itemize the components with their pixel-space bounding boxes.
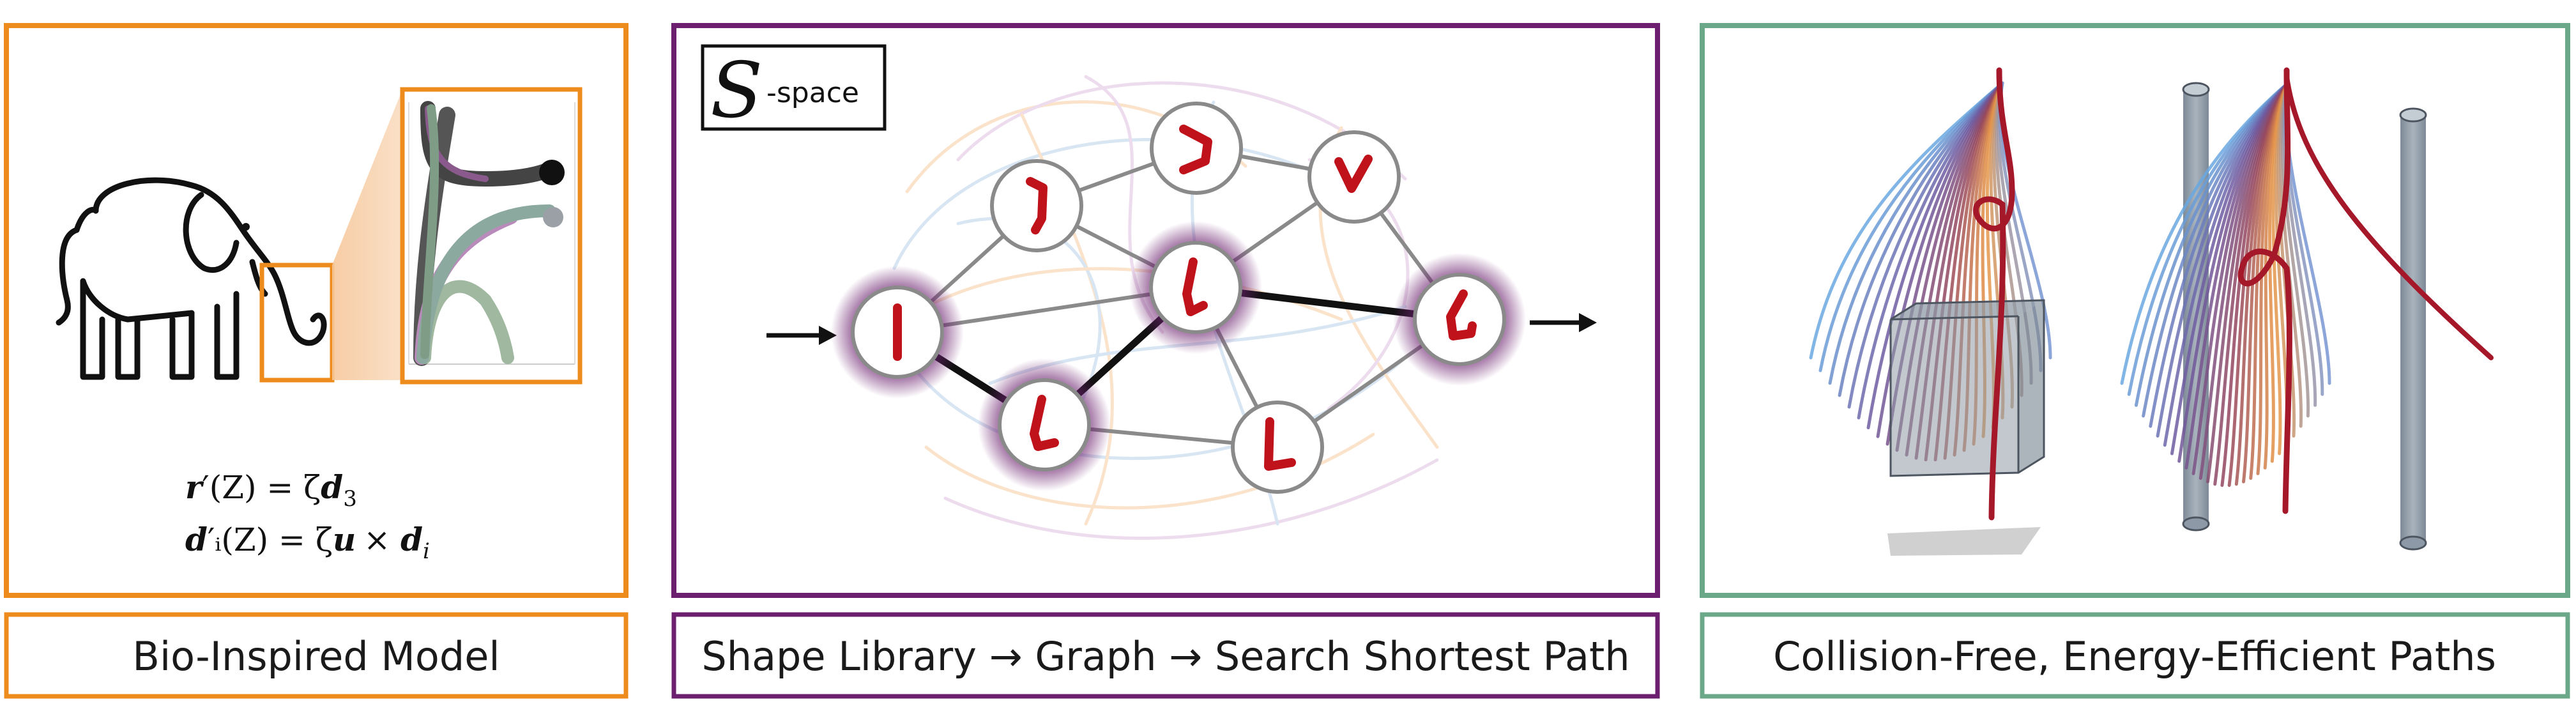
node-shape-glyph [1446, 289, 1477, 340]
caption-paths: Collision-Free, Energy-Efficient Paths [1773, 633, 2496, 680]
caption-graph: Shape Library → Graph → Search Shortest … [701, 633, 1629, 680]
panel-paths-frame [1700, 23, 2570, 598]
scene-box-obstacle [1809, 67, 2052, 556]
node-shape-glyph [1179, 125, 1212, 174]
optimal-path-right [2237, 67, 2292, 514]
panel-graph: S -space Shape Library → Graph → Search … [671, 23, 1660, 699]
equation-2: d′ᵢ(Z) = ζu × di [185, 521, 430, 564]
trajectory-fan-right [2120, 81, 2331, 487]
optimal-path-right-2 [2284, 74, 2494, 360]
caption-bio-frame [4, 612, 629, 699]
box-obstacle [1889, 299, 2045, 477]
caption-graph-frame [671, 612, 1660, 699]
panel-graph-frame [671, 23, 1660, 598]
graph-node-circle [1149, 241, 1242, 334]
graph-node-circle [1150, 102, 1243, 195]
graph-node-n5 [1149, 241, 1242, 334]
node-shape-glyph [1182, 257, 1208, 316]
optimal-path-left [1973, 67, 2015, 521]
graph-node-circle [1413, 273, 1506, 366]
trunk-plot-inset [400, 87, 583, 385]
graph-input-arrow [766, 326, 837, 345]
equation-1: r′(Z) = ζd3 [185, 468, 357, 512]
node-shape-glyph [1334, 155, 1373, 193]
graph-node-n8 [1231, 401, 1324, 494]
graph-node-n7 [998, 378, 1091, 471]
caption-paths-frame [1700, 612, 2570, 699]
zoom-cone [332, 89, 402, 380]
svg-text:S: S [710, 47, 763, 135]
pillar-right [2399, 107, 2427, 551]
graph-node-circle [990, 159, 1083, 252]
elephant-icon [56, 177, 327, 380]
graph-node-circle [998, 378, 1091, 471]
graph-output-arrow [1530, 313, 1597, 332]
panel-paths: Collision-Free, Energy-Efficient Paths [1700, 23, 2570, 699]
caption-bio: Bio-Inspired Model [132, 633, 499, 680]
node-shape-glyph [1026, 177, 1048, 234]
scene-pillar-obstacles [2120, 67, 2494, 551]
graph-node-n2 [990, 159, 1083, 252]
graph-node-circle [1231, 401, 1324, 494]
panel-bio-frame [4, 23, 629, 598]
graph-node-n1 [851, 286, 944, 379]
graph-node-n4 [1307, 130, 1401, 224]
node-shape-glyph [1264, 417, 1296, 471]
graph-node-n6 [1413, 273, 1506, 366]
svg-text:-space: -space [766, 77, 859, 109]
node-shape-glyph [1030, 395, 1059, 451]
floor-shadow [1887, 527, 2041, 556]
graph-node-n3 [1150, 102, 1243, 195]
panel-bio: r′(Z) = ζd3 d′ᵢ(Z) = ζu × di Bio-Inspired… [4, 23, 629, 699]
graph-nodes [851, 102, 1506, 494]
sspace-label: S -space [701, 44, 887, 135]
